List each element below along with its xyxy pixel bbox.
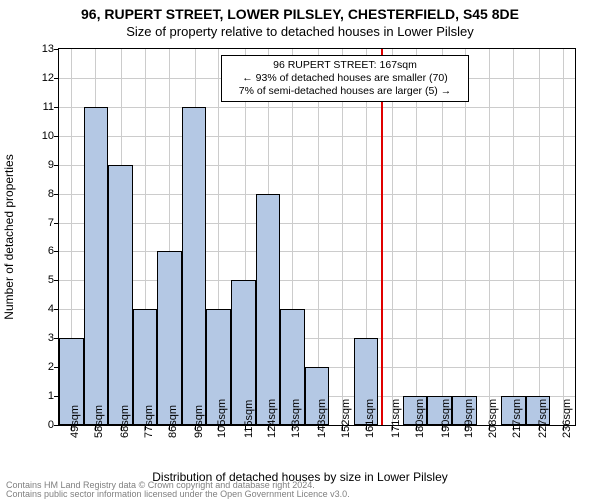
x-tick-mark bbox=[442, 426, 443, 430]
y-tick-mark bbox=[54, 78, 58, 79]
histogram-bar bbox=[108, 165, 133, 425]
x-tick-mark bbox=[268, 426, 269, 430]
y-tick-mark bbox=[54, 165, 58, 166]
x-tick-mark bbox=[392, 426, 393, 430]
gridline-h bbox=[59, 194, 575, 195]
footer-line2: Contains public sector information licen… bbox=[6, 489, 350, 499]
x-tick-mark bbox=[169, 426, 170, 430]
y-tick-label: 2 bbox=[14, 361, 54, 373]
x-tick-mark bbox=[121, 426, 122, 430]
gridline-v bbox=[442, 49, 443, 425]
gridline-v bbox=[489, 49, 490, 425]
x-tick-mark bbox=[95, 426, 96, 430]
y-tick-mark bbox=[54, 49, 58, 50]
footer-attribution: Contains HM Land Registry data © Crown c… bbox=[6, 481, 350, 499]
gridline-h bbox=[59, 280, 575, 281]
x-tick-mark bbox=[513, 426, 514, 430]
y-tick-mark bbox=[54, 425, 58, 426]
x-tick-mark bbox=[366, 426, 367, 430]
y-tick-label: 8 bbox=[14, 188, 54, 200]
chart-container: 96, RUPERT STREET, LOWER PILSLEY, CHESTE… bbox=[0, 0, 600, 500]
annotation-line2: ← 93% of detached houses are smaller (70… bbox=[228, 72, 462, 85]
x-tick-mark bbox=[245, 426, 246, 430]
annotation-line3: 7% of semi-detached houses are larger (5… bbox=[228, 85, 462, 98]
gridline-h bbox=[59, 136, 575, 137]
gridline-v bbox=[416, 49, 417, 425]
y-tick-mark bbox=[54, 251, 58, 252]
y-tick-mark bbox=[54, 223, 58, 224]
reference-line bbox=[381, 49, 383, 425]
gridline-v bbox=[342, 49, 343, 425]
y-tick-label: 1 bbox=[14, 390, 54, 402]
x-tick-mark bbox=[145, 426, 146, 430]
y-tick-label: 6 bbox=[14, 245, 54, 257]
y-tick-mark bbox=[54, 309, 58, 310]
gridline-h bbox=[59, 251, 575, 252]
y-tick-label: 13 bbox=[14, 43, 54, 55]
x-tick-mark bbox=[318, 426, 319, 430]
y-tick-mark bbox=[54, 136, 58, 137]
x-tick-mark bbox=[342, 426, 343, 430]
gridline-v bbox=[513, 49, 514, 425]
y-tick-label: 0 bbox=[14, 419, 54, 431]
gridline-h bbox=[59, 223, 575, 224]
y-tick-label: 5 bbox=[14, 274, 54, 286]
gridline-v bbox=[465, 49, 466, 425]
histogram-bar bbox=[84, 107, 109, 425]
plot-area: 96 RUPERT STREET: 167sqm← 93% of detache… bbox=[58, 48, 576, 426]
x-tick-mark bbox=[465, 426, 466, 430]
y-tick-label: 12 bbox=[14, 72, 54, 84]
histogram-bar bbox=[256, 194, 281, 425]
histogram-bar bbox=[182, 107, 207, 425]
gridline-v bbox=[563, 49, 564, 425]
gridline-v bbox=[539, 49, 540, 425]
annotation-box: 96 RUPERT STREET: 167sqm← 93% of detache… bbox=[221, 55, 469, 102]
x-tick-mark bbox=[292, 426, 293, 430]
x-tick-mark bbox=[71, 426, 72, 430]
gridline-v bbox=[392, 49, 393, 425]
x-tick-mark bbox=[218, 426, 219, 430]
annotation-line1: 96 RUPERT STREET: 167sqm bbox=[228, 59, 462, 72]
gridline-h bbox=[59, 165, 575, 166]
x-tick-mark bbox=[195, 426, 196, 430]
chart-title-line2: Size of property relative to detached ho… bbox=[0, 24, 600, 39]
y-tick-label: 10 bbox=[14, 130, 54, 142]
y-tick-label: 3 bbox=[14, 332, 54, 344]
x-tick-mark bbox=[539, 426, 540, 430]
y-tick-label: 9 bbox=[14, 159, 54, 171]
x-tick-mark bbox=[416, 426, 417, 430]
y-axis-label: Number of detached properties bbox=[2, 154, 16, 319]
y-tick-mark bbox=[54, 396, 58, 397]
y-tick-mark bbox=[54, 107, 58, 108]
y-tick-mark bbox=[54, 280, 58, 281]
y-tick-mark bbox=[54, 338, 58, 339]
y-tick-label: 11 bbox=[14, 101, 54, 113]
x-tick-mark bbox=[563, 426, 564, 430]
y-tick-mark bbox=[54, 194, 58, 195]
chart-title-line1: 96, RUPERT STREET, LOWER PILSLEY, CHESTE… bbox=[0, 6, 600, 22]
y-tick-mark bbox=[54, 367, 58, 368]
y-tick-label: 7 bbox=[14, 217, 54, 229]
histogram-bar bbox=[157, 251, 182, 425]
y-tick-label: 4 bbox=[14, 303, 54, 315]
x-tick-mark bbox=[489, 426, 490, 430]
gridline-h bbox=[59, 107, 575, 108]
